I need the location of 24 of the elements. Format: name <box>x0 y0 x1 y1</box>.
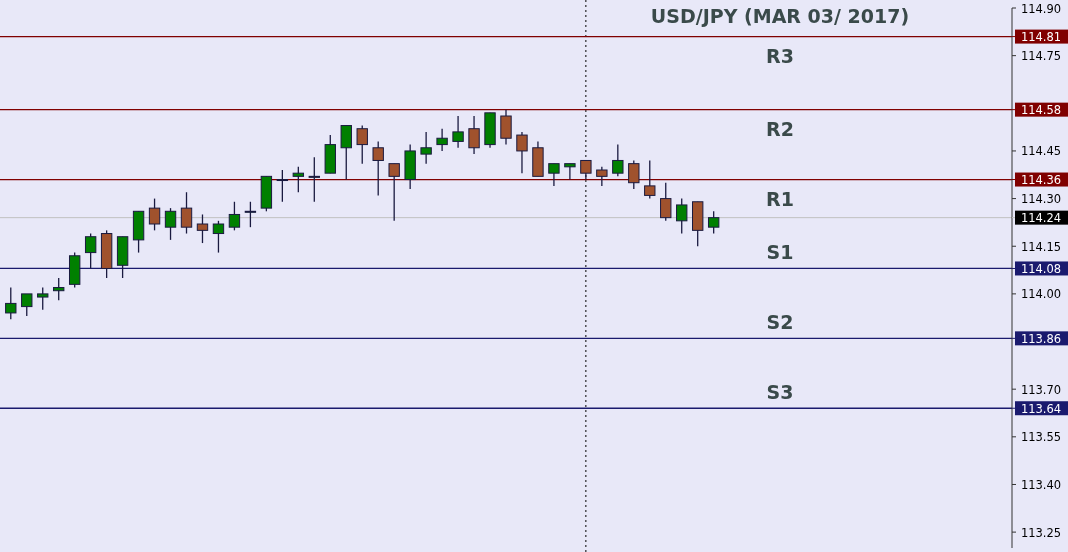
chart-title: USD/JPY (MAR 03/ 2017) <box>650 5 910 27</box>
y-tick-label: 114.00 <box>1020 287 1062 302</box>
ref-line-label: R3 <box>766 44 794 67</box>
ref-line-label: S3 <box>766 381 794 404</box>
y-tick-label: 113.40 <box>1020 477 1062 492</box>
y-tick-label: 114.15 <box>1020 239 1062 254</box>
y-tick-label: 113.25 <box>1020 525 1062 540</box>
y-tick-label: 114.90 <box>1020 1 1062 16</box>
y-tick-label: 113.55 <box>1020 430 1062 445</box>
y-tick-label: 114.30 <box>1020 192 1062 207</box>
y-tick-label: 114.58 <box>1020 103 1062 118</box>
y-tick-label: 114.36 <box>1020 173 1062 188</box>
y-tick-label: 114.75 <box>1020 49 1062 64</box>
ref-line-label: R1 <box>766 187 794 210</box>
ref-line-label: S1 <box>766 241 794 264</box>
y-tick-label: 114.81 <box>1020 30 1062 45</box>
y-tick-label: 114.08 <box>1020 261 1062 276</box>
ref-line-label: S2 <box>766 311 794 334</box>
ref-line-label: R2 <box>766 117 794 140</box>
y-tick-label: 113.86 <box>1020 331 1062 346</box>
y-tick-label: 113.64 <box>1020 401 1062 416</box>
y-tick-label: 114.45 <box>1020 144 1062 159</box>
y-tick-label: 113.70 <box>1020 382 1062 397</box>
y-tick-label: 114.24 <box>1020 211 1062 226</box>
